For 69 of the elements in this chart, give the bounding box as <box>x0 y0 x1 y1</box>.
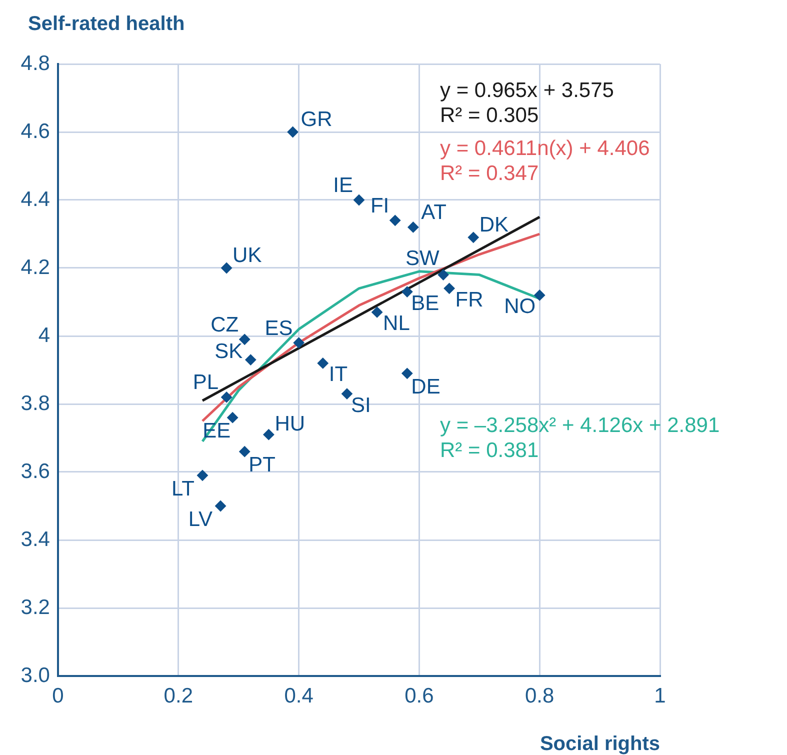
point <box>245 354 256 366</box>
series-label: AT <box>421 201 447 224</box>
x-tick-label: 0.8 <box>525 684 554 708</box>
series-label: BE <box>411 292 440 315</box>
series-label: PL <box>192 371 219 394</box>
point <box>408 222 419 233</box>
x-tick-label: 0.6 <box>404 684 434 708</box>
y-tick-label: 4 <box>38 324 50 347</box>
series-label: LV <box>188 508 213 531</box>
point <box>341 388 352 400</box>
text: y = 0.4611n(x) + 4.406 <box>440 137 650 160</box>
series-label: NL <box>383 312 410 336</box>
x-tick-label: 0.4 <box>284 684 314 708</box>
series-label: FR <box>455 288 484 312</box>
series-label: CZ <box>210 313 239 336</box>
point <box>438 269 449 280</box>
x-axis-title: Social rights <box>540 733 660 755</box>
x-tick-label: 0.2 <box>164 684 193 708</box>
y-tick-label: 3.4 <box>20 528 50 551</box>
series-label: IT <box>328 363 348 386</box>
point <box>534 290 546 301</box>
y-tick-label: 4.6 <box>20 120 50 143</box>
point <box>372 306 383 318</box>
point <box>221 392 232 403</box>
point <box>239 334 250 345</box>
y-tick-label: 4.8 <box>20 52 50 75</box>
series-label: PT <box>248 454 276 477</box>
annotation: R² = 0.305 <box>440 104 539 127</box>
series-label: SW <box>405 246 440 270</box>
y-tick-label: 3.0 <box>20 664 50 687</box>
point <box>317 358 328 369</box>
x-tick-label: 0 <box>52 684 64 708</box>
annotation: R² = 0.381 <box>440 439 539 462</box>
annotation: R² = 0.347 <box>440 162 539 185</box>
y-axis-title: Self-rated health <box>28 13 185 35</box>
point <box>293 337 304 348</box>
point <box>390 214 401 226</box>
point <box>221 262 232 274</box>
point <box>444 282 455 294</box>
point <box>468 232 479 243</box>
series-label: DE <box>411 375 440 398</box>
y-tick-label: 4.2 <box>20 256 50 279</box>
y-tick-label: 3.8 <box>20 392 50 415</box>
series-label: LT <box>172 477 195 500</box>
point <box>287 126 298 138</box>
series-label: SK <box>214 340 243 363</box>
series-label: IE <box>333 174 353 197</box>
y-tick-label: 3.2 <box>20 596 50 619</box>
point <box>215 500 226 512</box>
y-tick-label: 3.6 <box>20 460 50 483</box>
point <box>239 446 250 458</box>
y-tick-label: 4.4 <box>20 188 50 211</box>
text: y = –3.258x² + 4.126x + 2.891 <box>440 414 720 437</box>
text: y = 0.965x + 3.575 <box>440 79 614 102</box>
point <box>196 470 208 481</box>
series-label: FI <box>370 194 390 218</box>
series-label: HU <box>274 412 306 436</box>
point <box>227 412 238 424</box>
series-label: NO <box>504 295 536 318</box>
series-label: DK <box>479 213 509 236</box>
point <box>402 286 413 298</box>
series-label: GR <box>300 108 332 131</box>
point <box>402 368 413 379</box>
x-tick-label: 1 <box>654 684 666 708</box>
point <box>263 429 274 440</box>
series-label: UK <box>232 244 262 267</box>
series-label: ES <box>264 316 293 340</box>
point <box>354 194 364 206</box>
series-label: SI <box>350 394 371 417</box>
